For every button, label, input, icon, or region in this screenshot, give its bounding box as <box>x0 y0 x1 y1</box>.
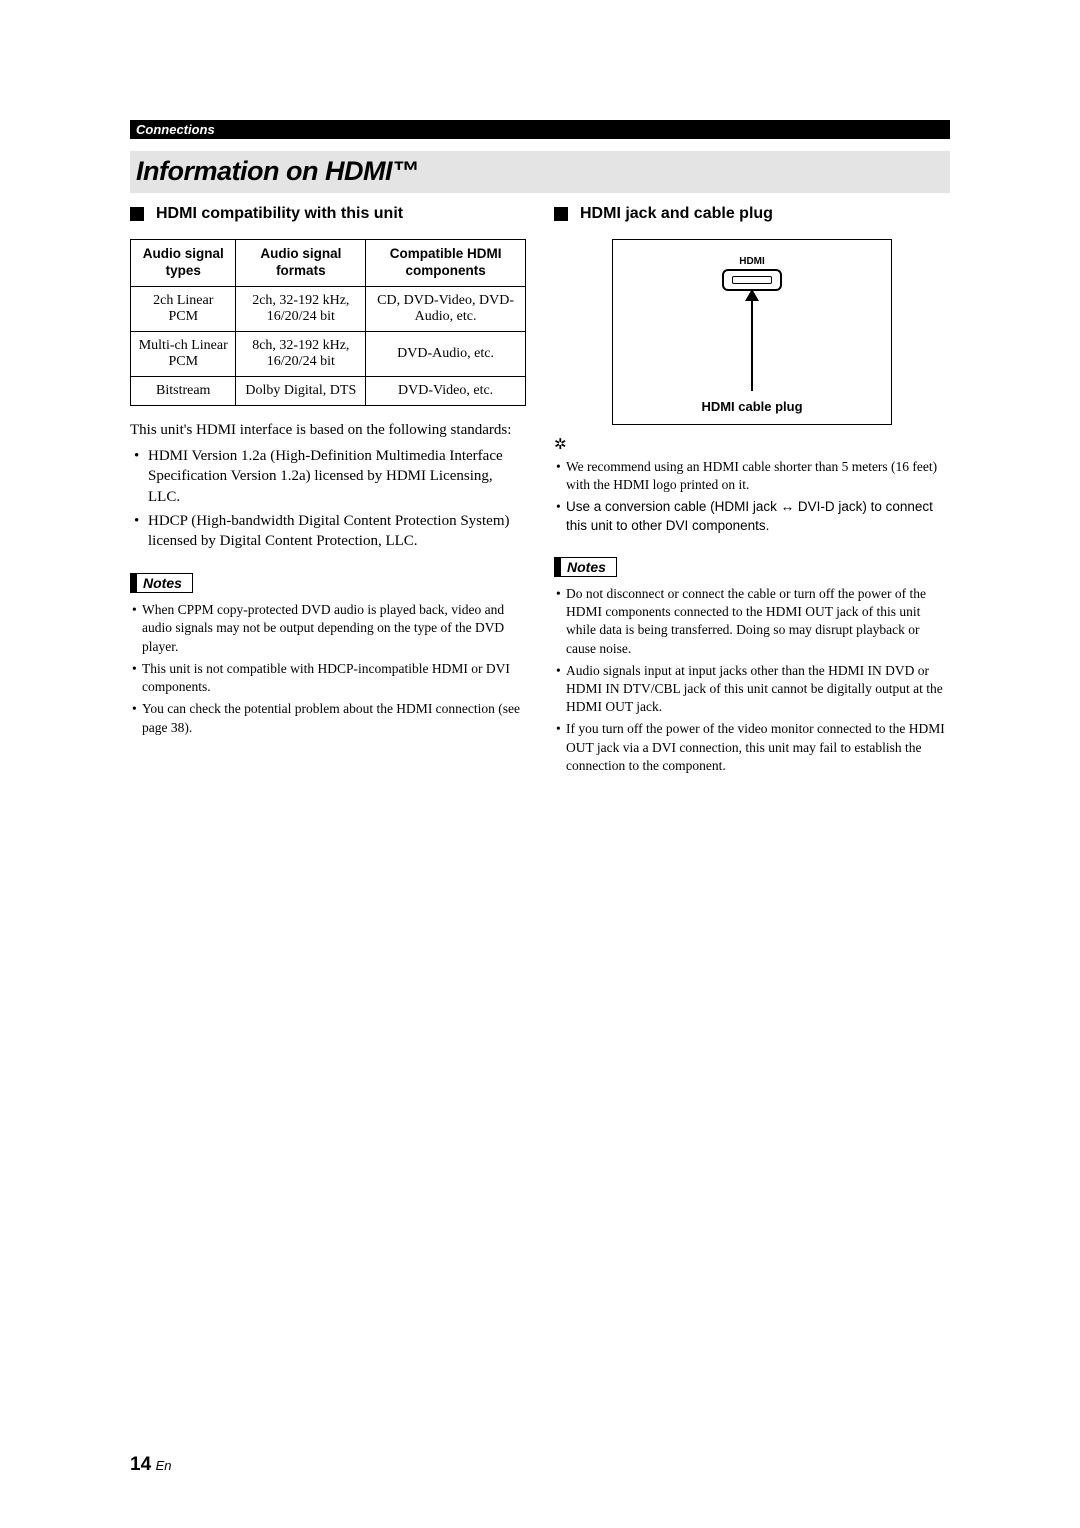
th-components: Compatible HDMI components <box>366 240 526 287</box>
td: Multi-ch Linear PCM <box>131 331 236 376</box>
th-formats: Audio signal formats <box>236 240 366 287</box>
notes-list-left: When CPPM copy-protected DVD audio is pl… <box>130 601 526 737</box>
page-title: Information on HDMI™ <box>136 156 418 186</box>
td: DVD-Audio, etc. <box>366 331 526 376</box>
standards-intro: This unit's HDMI interface is based on t… <box>130 420 526 440</box>
right-column: HDMI jack and cable plug HDMI HDMI cable… <box>554 205 950 779</box>
subhead-compat: HDMI compatibility with this unit <box>130 205 526 223</box>
list-item: You can check the potential problem abou… <box>142 700 526 736</box>
list-item: When CPPM copy-protected DVD audio is pl… <box>142 601 526 656</box>
td: Dolby Digital, DTS <box>236 376 366 405</box>
square-bullet-icon <box>554 207 568 221</box>
hdmi-socket-icon <box>722 269 782 291</box>
list-item: We recommend using an HDMI cable shorter… <box>566 458 950 494</box>
td: DVD-Video, etc. <box>366 376 526 405</box>
standards-list: HDMI Version 1.2a (High-Definition Multi… <box>130 446 526 551</box>
td: 2ch, 32-192 kHz, 16/20/24 bit <box>236 286 366 331</box>
section-header: Connections <box>130 120 950 139</box>
list-item: If you turn off the power of the video m… <box>566 720 950 775</box>
list-item: HDMI Version 1.2a (High-Definition Multi… <box>148 446 526 507</box>
table-row: Multi-ch Linear PCM 8ch, 32-192 kHz, 16/… <box>131 331 526 376</box>
hint-text: Use a conversion cable (HDMI jack ↔ DVI-… <box>566 499 933 532</box>
subhead-jack-text: HDMI jack and cable plug <box>580 205 773 223</box>
subhead-compat-text: HDMI compatibility with this unit <box>156 205 403 223</box>
arrow-up-icon <box>751 301 753 391</box>
hdmi-jack: HDMI <box>712 256 792 291</box>
subhead-jack: HDMI jack and cable plug <box>554 205 950 223</box>
hint-icon: ✲ <box>554 435 950 454</box>
table-row: 2ch Linear PCM 2ch, 32-192 kHz, 16/20/24… <box>131 286 526 331</box>
left-column: HDMI compatibility with this unit Audio … <box>130 205 526 779</box>
page-lang: En <box>156 1458 172 1473</box>
page-number-value: 14 <box>130 1454 151 1475</box>
list-item: Use a conversion cable (HDMI jack ↔ DVI-… <box>566 498 950 534</box>
hints-list: We recommend using an HDMI cable shorter… <box>554 458 950 535</box>
td: 8ch, 32-192 kHz, 16/20/24 bit <box>236 331 366 376</box>
td: CD, DVD-Video, DVD-Audio, etc. <box>366 286 526 331</box>
td: 2ch Linear PCM <box>131 286 236 331</box>
notes-list-right: Do not disconnect or connect the cable o… <box>554 585 950 775</box>
notes-label-left: Notes <box>130 573 193 593</box>
content-columns: HDMI compatibility with this unit Audio … <box>130 205 950 779</box>
page-number: 14 En <box>130 1454 172 1476</box>
title-band: Information on HDMI™ <box>130 151 950 193</box>
list-item: This unit is not compatible with HDCP-in… <box>142 660 526 696</box>
list-item: Do not disconnect or connect the cable o… <box>566 585 950 658</box>
square-bullet-icon <box>130 207 144 221</box>
hdmi-socket-inner <box>732 276 772 284</box>
table-header-row: Audio signal types Audio signal formats … <box>131 240 526 287</box>
td: Bitstream <box>131 376 236 405</box>
list-item: Audio signals input at input jacks other… <box>566 662 950 717</box>
table-row: Bitstream Dolby Digital, DTS DVD-Video, … <box>131 376 526 405</box>
notes-label-right: Notes <box>554 557 617 577</box>
th-types: Audio signal types <box>131 240 236 287</box>
hdmi-jack-label: HDMI <box>712 256 792 267</box>
list-item: HDCP (High-bandwidth Digital Content Pro… <box>148 511 526 552</box>
hdmi-plug-label: HDMI cable plug <box>623 399 881 414</box>
hdmi-diagram: HDMI HDMI cable plug <box>612 239 892 425</box>
compat-table: Audio signal types Audio signal formats … <box>130 239 526 406</box>
